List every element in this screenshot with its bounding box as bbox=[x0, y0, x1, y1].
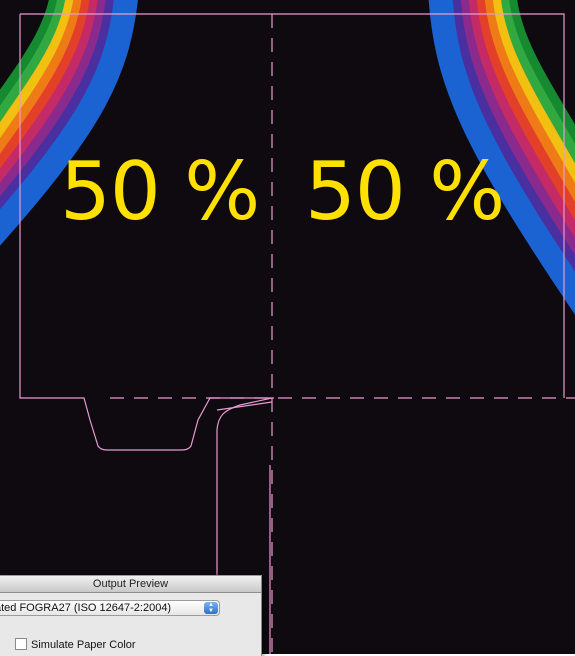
checkbox-icon[interactable] bbox=[15, 638, 27, 650]
coverage-label-left: 50 % bbox=[60, 152, 259, 232]
output-profile-select[interactable]: ated FOGRA27 (ISO 12647-2:2004) ▲▼ bbox=[0, 600, 220, 616]
output-preview-title: Output Preview bbox=[93, 578, 168, 590]
simulate-paper-color-label: Simulate Paper Color bbox=[31, 639, 136, 651]
output-preview-panel: Output Preview ated FOGRA27 (ISO 12647-2… bbox=[0, 575, 262, 656]
stepper-arrows-icon[interactable]: ▲▼ bbox=[204, 602, 218, 614]
output-preview-titlebar[interactable]: Output Preview bbox=[0, 576, 261, 593]
profile-row: ated FOGRA27 (ISO 12647-2:2004) ▲▼ bbox=[0, 593, 261, 623]
coverage-label-right: 50 % bbox=[305, 152, 504, 232]
output-profile-value: ated FOGRA27 (ISO 12647-2:2004) bbox=[0, 601, 171, 615]
simulate-paper-color-row[interactable]: Simulate Paper Color bbox=[15, 638, 136, 652]
